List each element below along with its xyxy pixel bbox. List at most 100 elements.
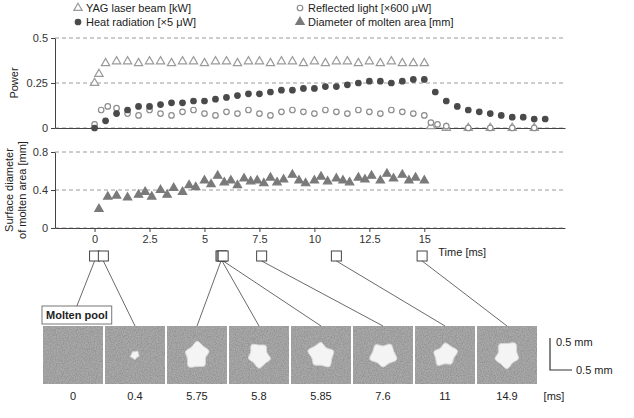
point: [321, 58, 329, 65]
point: [422, 113, 428, 119]
photo-frame: [353, 326, 413, 384]
x-tick-label: 15: [419, 233, 431, 245]
x-tick-mark: [204, 228, 205, 232]
point: [466, 125, 472, 131]
point: [246, 107, 252, 113]
point: [487, 111, 493, 117]
snapshot-time: 0.4: [127, 390, 142, 402]
point: [105, 104, 111, 110]
point: [235, 93, 241, 99]
y-tick-mark: [51, 190, 55, 191]
point: [389, 174, 397, 181]
snapshot-title-text: Molten pool: [46, 309, 108, 321]
point: [211, 57, 219, 64]
point: [378, 78, 384, 84]
point: [227, 176, 235, 183]
legend-label: YAG laser beam [kW]: [86, 2, 191, 14]
molten-pool: [248, 344, 270, 368]
point: [411, 173, 419, 180]
point: [185, 180, 193, 187]
x-tick-label: 10: [309, 233, 321, 245]
point: [200, 176, 208, 183]
connector: [103, 261, 135, 326]
point: [112, 57, 120, 64]
point: [409, 58, 417, 65]
point: [433, 89, 439, 95]
scale-label: 0.5 mm: [576, 364, 613, 376]
x-tick: 7.5: [252, 228, 267, 245]
point: [345, 178, 353, 185]
point: [167, 58, 175, 65]
point: [398, 170, 406, 177]
photo-frame: [477, 326, 537, 384]
molten-pool: [185, 341, 209, 367]
connector: [422, 261, 507, 326]
point: [169, 113, 175, 119]
point: [509, 114, 515, 120]
grid: [55, 38, 565, 128]
point: [101, 58, 109, 65]
point: [299, 58, 307, 65]
point: [354, 58, 362, 65]
legend: YAG laser beam [kW] Reflected light [×600…: [74, 2, 454, 28]
point: [444, 123, 450, 129]
photo-frame: [291, 326, 351, 384]
x-tick: 15: [419, 228, 431, 245]
connector: [197, 261, 221, 326]
point: [520, 114, 526, 120]
point: [542, 116, 548, 122]
y-tick-label: 0: [42, 122, 48, 134]
panel: 00.250.5Power: [8, 32, 566, 134]
series: [90, 57, 538, 131]
x-tick: 10: [309, 228, 321, 245]
y-tick: 0: [42, 122, 55, 134]
point: [301, 86, 307, 92]
point: [398, 58, 406, 65]
snapshot-marker: [417, 251, 427, 261]
point: [367, 78, 373, 84]
y-tick-mark: [51, 38, 55, 39]
point: [279, 175, 287, 182]
legend-item: Reflected light [×600 μW]: [297, 2, 431, 14]
photo-texture: [291, 326, 351, 384]
y-tick-mark: [51, 152, 55, 153]
point: [235, 111, 241, 117]
legend-item: Diameter of molten area [mm]: [296, 16, 454, 28]
point: [145, 57, 153, 64]
point: [279, 87, 285, 93]
point: [420, 176, 428, 183]
point: [114, 111, 120, 117]
point: [136, 113, 142, 119]
photo-texture: [105, 326, 165, 384]
point: [345, 82, 351, 88]
legend-label: Heat radiation [×5 μW]: [86, 16, 196, 28]
point: [455, 104, 461, 110]
y-axis: 00.40.8: [33, 146, 56, 234]
x-tick: 12.5: [359, 228, 380, 245]
molten-pool: [308, 342, 334, 367]
point: [202, 98, 208, 104]
x-tick-mark: [314, 228, 315, 232]
point: [257, 91, 263, 97]
y-tick-label: 0.8: [33, 146, 48, 158]
point: [356, 80, 362, 86]
point: [389, 107, 395, 113]
y-tick: 0.4: [33, 184, 55, 196]
point: [104, 192, 112, 199]
y-tick-mark: [51, 83, 55, 84]
point: [312, 111, 318, 117]
y-tick-label: 0.4: [33, 184, 48, 196]
plot-area: [90, 57, 548, 131]
series: [92, 77, 548, 131]
photo-texture: [167, 326, 227, 384]
point: [233, 58, 241, 65]
molten-pool: [495, 343, 519, 369]
scale-label: 0.5 mm: [556, 336, 593, 348]
snapshot-time: 11: [439, 390, 450, 402]
legend-label: Reflected light [×600 μW]: [308, 2, 431, 14]
y-axis-line: [55, 39, 56, 129]
photo-texture: [353, 326, 413, 384]
point: [317, 172, 325, 179]
point: [323, 177, 331, 184]
x-axis-title: Time [ms]: [438, 246, 486, 258]
